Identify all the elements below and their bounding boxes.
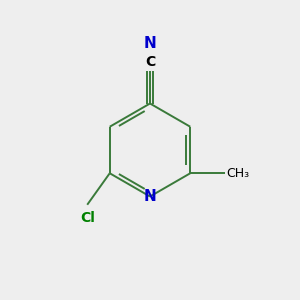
Text: Cl: Cl — [80, 211, 95, 225]
Text: CH₃: CH₃ — [226, 167, 249, 180]
Text: N: N — [144, 36, 156, 51]
Text: C: C — [145, 55, 155, 69]
Text: N: N — [144, 189, 156, 204]
